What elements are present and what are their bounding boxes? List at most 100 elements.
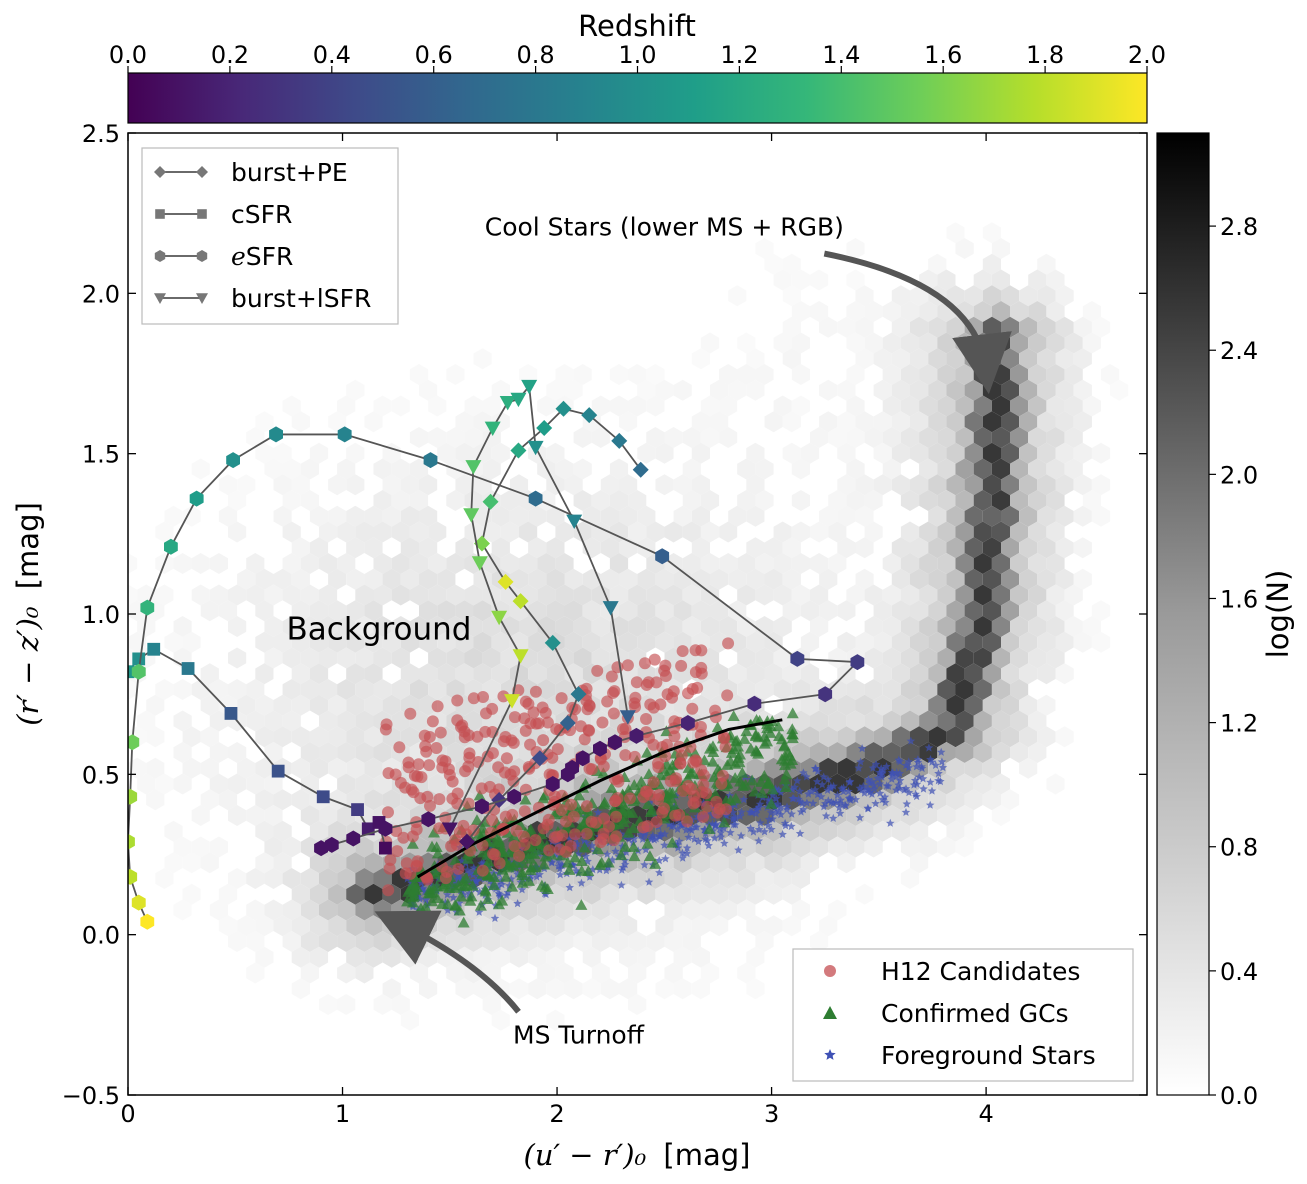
h12-candidate-point [687, 797, 700, 810]
hexbin [837, 537, 856, 559]
hexbin [846, 710, 865, 732]
foreground-star-point [644, 877, 654, 886]
foreground-star-point [755, 799, 765, 808]
hexbin [364, 726, 383, 748]
hexbin [200, 789, 219, 811]
hexbin [191, 805, 210, 826]
track-point-burst-pe [512, 593, 529, 610]
hexbin [746, 978, 765, 1000]
foreground-star-point [574, 849, 583, 858]
hexbin [646, 616, 665, 637]
hexbin [655, 883, 674, 905]
track-point-esfr [629, 727, 644, 744]
hexbin [246, 679, 265, 700]
hexbin [937, 490, 956, 511]
hexbin [464, 490, 483, 511]
hexbin [255, 726, 274, 748]
hexbin [973, 710, 992, 732]
hexbin [228, 679, 247, 700]
hexbin [309, 852, 329, 874]
hexbin [800, 726, 820, 748]
hexbin [300, 868, 319, 889]
hexbin [509, 946, 529, 968]
hexbin [537, 616, 556, 637]
hexbin [828, 899, 847, 921]
foreground-star-point [795, 829, 805, 838]
foreground-star-point [855, 813, 865, 822]
hexbin [346, 915, 365, 937]
hexbin [855, 883, 874, 905]
hexbin [737, 364, 756, 385]
hexbin [218, 915, 238, 937]
density-tick-label: 1.6 [1220, 585, 1258, 613]
hexbin [691, 915, 710, 937]
hexbin [700, 490, 720, 511]
redshift-tick-label: 1.4 [822, 41, 860, 69]
hexbin [1082, 616, 1101, 637]
hexbin [855, 316, 874, 338]
hexbin [582, 915, 601, 937]
hexbin [846, 805, 865, 826]
hexbin [346, 726, 365, 748]
hexbin [928, 600, 947, 622]
hexbin [955, 584, 974, 606]
hexbin [309, 820, 329, 842]
hexbin [991, 679, 1010, 700]
hexbin [355, 773, 374, 795]
hexbin [928, 348, 947, 370]
h12-candidate-point [711, 806, 724, 819]
h12-candidate-point [439, 872, 452, 885]
h12-candidate-point [420, 745, 433, 758]
h12-candidate-point [658, 664, 671, 677]
foreground-star-point [802, 772, 811, 781]
hexbin [291, 978, 310, 1000]
h12-candidate-point [421, 790, 434, 803]
hexbin [446, 679, 465, 700]
hexbin [191, 584, 210, 606]
hexbin [873, 411, 892, 433]
confirmed-gc-point [461, 852, 474, 864]
hexbin [546, 663, 565, 685]
foreground-star-point [819, 802, 829, 811]
hexbin [446, 616, 465, 637]
hexbin [919, 521, 938, 543]
hexbin [837, 726, 856, 748]
hexbin [1037, 316, 1056, 338]
hexbin [264, 616, 283, 637]
hexbin [546, 568, 565, 590]
hexbin [1037, 285, 1056, 307]
hexbin [619, 631, 638, 653]
h12-candidate-point [519, 695, 532, 708]
hexbin [782, 568, 801, 590]
h12-candidate-point [695, 644, 708, 657]
hexbin [900, 332, 920, 354]
density-tick-label: 0.0 [1220, 1082, 1258, 1110]
foreground-star-point [664, 819, 674, 829]
y-tick-label: 2.5 [82, 120, 120, 148]
track-point-esfr [131, 894, 146, 911]
hexbin [846, 458, 865, 480]
hexbin [564, 915, 583, 937]
h12-candidate-point [697, 769, 710, 782]
track-point-burst-pe [581, 407, 598, 424]
track-point-burst-pe [559, 715, 576, 732]
h12-candidate-point [529, 685, 542, 698]
foreground-star-point [804, 789, 813, 798]
hexbin [710, 883, 729, 905]
hexbin [591, 647, 610, 669]
track-point-csfr [224, 707, 238, 720]
track-point-burst-pe [531, 750, 548, 767]
hexbin [682, 931, 701, 952]
hexbin [146, 694, 165, 716]
foreground-star-point [787, 809, 796, 818]
foreground-star-point [640, 860, 649, 869]
hexbin [782, 915, 801, 937]
hexbin [928, 726, 947, 748]
foreground-star-point [638, 834, 647, 843]
confirmed-gc-point [598, 796, 611, 808]
hexbin [1010, 584, 1029, 606]
hexbin [891, 411, 910, 433]
foreground-star-point [895, 776, 905, 785]
hexbin [946, 568, 965, 590]
hexbin [719, 868, 738, 889]
